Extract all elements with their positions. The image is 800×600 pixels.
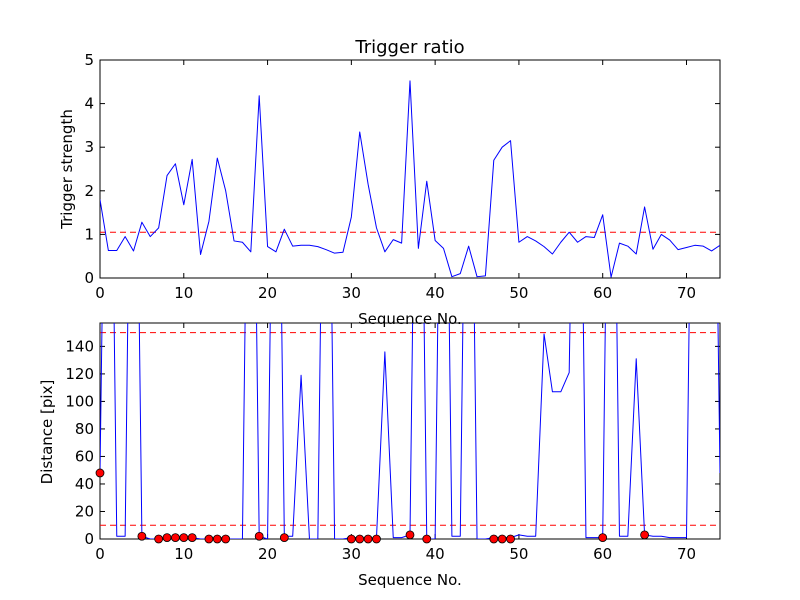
data-point-marker (506, 534, 515, 544)
x-tick-label: 50 (509, 545, 528, 563)
x-tick-label: 40 (426, 545, 445, 563)
data-point-marker (187, 533, 197, 543)
data-point-marker (212, 534, 222, 544)
x-tick-label: 60 (593, 545, 612, 563)
data-point-marker (154, 534, 164, 544)
x-tick-label: 50 (509, 284, 528, 302)
x-tick-label: 0 (95, 284, 105, 302)
y-tick-label: 4 (84, 95, 94, 113)
plot-area (95, 323, 720, 544)
y-tick-label: 60 (75, 447, 94, 465)
x-tick-label: 20 (258, 545, 277, 563)
data-point-marker (254, 531, 264, 541)
x-tick-label: 30 (342, 545, 361, 563)
data-point-marker (171, 533, 180, 543)
data-point-marker (497, 534, 507, 544)
x-tick-label: 60 (593, 284, 612, 302)
x-tick-label: 70 (677, 545, 696, 563)
x-tick-label: 20 (258, 284, 277, 302)
x-axis-label: Sequence No. (358, 310, 462, 328)
data-point-marker (372, 534, 381, 544)
data-point-marker (405, 530, 415, 540)
data-point-marker (204, 534, 214, 544)
y-tick-label: 120 (65, 365, 94, 383)
x-tick-label: 40 (426, 284, 445, 302)
y-axis-label: Distance [pix] (38, 380, 56, 485)
data-point-marker (598, 533, 608, 543)
data-point-marker (422, 534, 432, 544)
data-point-marker (489, 534, 499, 544)
x-tick-label: 10 (174, 545, 193, 563)
tick-group: 0 10 20 30 40 50 60 70 0 1 2 3 4 5 (84, 51, 720, 302)
trigger-ratio-chart: Trigger ratio 0 10 20 30 40 50 60 70 0 1 2 3 4 5 Sequ… (58, 37, 721, 328)
chart-title: Trigger ratio (354, 37, 464, 58)
y-tick-label: 5 (84, 51, 94, 69)
data-point-marker (221, 534, 231, 544)
y-tick-label: 40 (75, 475, 94, 493)
y-axis-label: Trigger strength (58, 109, 76, 230)
data-point-marker (355, 534, 365, 544)
series-line (100, 80, 720, 278)
x-tick-label: 30 (342, 284, 361, 302)
data-point-marker (346, 534, 356, 544)
plot-frame (99, 59, 721, 279)
x-axis-label: Sequence No. (358, 571, 462, 589)
x-tick-label: 0 (95, 545, 105, 563)
data-point-marker (279, 533, 289, 543)
data-point-marker (640, 530, 649, 540)
y-tick-label: 80 (75, 420, 94, 438)
data-point-marker (137, 531, 147, 541)
x-tick-label: 70 (677, 284, 696, 302)
data-point-marker (363, 534, 373, 544)
x-tick-label: 10 (174, 284, 193, 302)
y-tick-label: 3 (84, 138, 94, 156)
plot-area (100, 80, 720, 278)
y-tick-label: 100 (65, 392, 94, 410)
y-tick-label: 20 (75, 502, 94, 520)
y-tick-label: 1 (84, 225, 94, 243)
distance-chart: 0 10 20 30 40 50 60 70 0 20 40 60 80 100 120 140 Sequen… (38, 322, 721, 589)
y-tick-label: 0 (84, 530, 94, 548)
data-point-marker (179, 533, 189, 543)
y-tick-label: 0 (84, 269, 94, 287)
tick-group: 0 10 20 30 40 50 60 70 0 20 40 60 80 100 120 140 (65, 323, 720, 563)
data-point-marker (95, 468, 105, 478)
data-point-marker (162, 533, 172, 543)
y-tick-label: 140 (65, 337, 94, 355)
y-tick-label: 2 (84, 182, 94, 200)
